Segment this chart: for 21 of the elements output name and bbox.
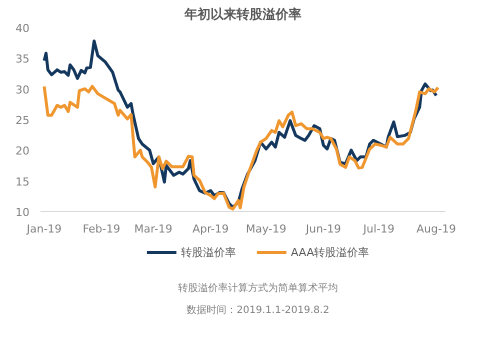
x-tick-label: Feb-19: [82, 222, 120, 236]
x-tick-label: Mar-19: [134, 222, 172, 236]
y-tick-label: 15: [16, 175, 30, 188]
x-tick-label: Jun-19: [304, 222, 342, 236]
y-tick-label: 20: [16, 144, 30, 158]
x-tick-label: Jul-19: [362, 222, 395, 236]
y-tick-label: 30: [16, 83, 30, 96]
x-tick-label: Jan-19: [26, 222, 62, 236]
legend-label: 转股溢价率: [180, 244, 236, 260]
x-tick-label: Apr-19: [192, 222, 229, 236]
y-tick-label: 10: [16, 206, 30, 219]
x-tick-label: Aug-19: [416, 222, 456, 236]
text: 数据时间：2019.1.1-2019.8.2: [186, 304, 330, 316]
x-tick-label: May-19: [246, 222, 286, 236]
y-tick-label: 40: [16, 22, 30, 35]
line-series: [42, 84, 440, 211]
y-tick-label: 35: [16, 52, 30, 66]
legend-label: AAA转股溢价率: [290, 244, 370, 260]
chart-title: 年初以来转股溢价率: [184, 6, 302, 22]
text: 转股溢价率计算方式为简单算术平均: [178, 282, 338, 294]
y-tick-label: 25: [16, 114, 30, 127]
